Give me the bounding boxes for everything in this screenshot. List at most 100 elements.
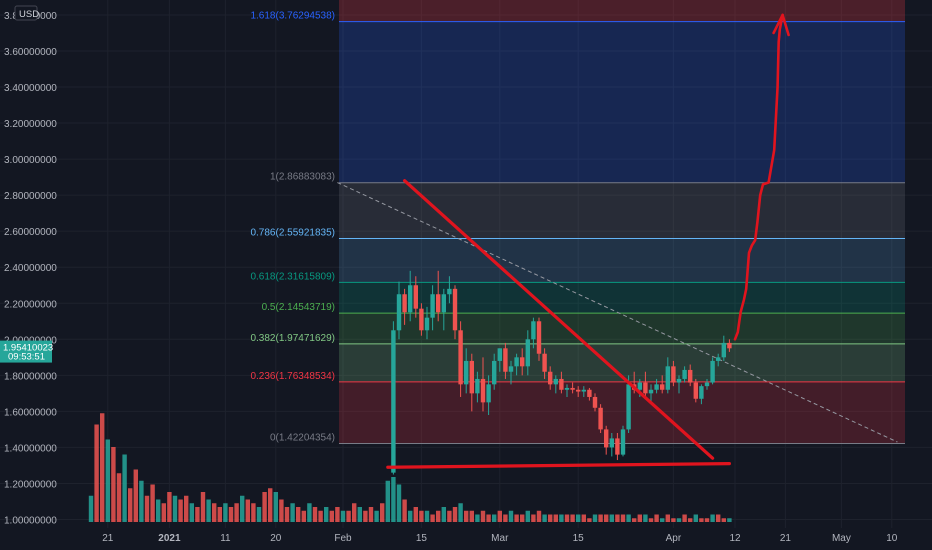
candle-body bbox=[553, 378, 558, 385]
price-tick-label: 3.40000000 bbox=[4, 83, 57, 94]
volume-bar bbox=[256, 507, 262, 522]
price-tick-label: 2.40000000 bbox=[4, 263, 57, 274]
candle-body bbox=[654, 384, 659, 390]
volume-bar bbox=[559, 514, 564, 522]
volume-bar bbox=[553, 514, 558, 522]
candle-body bbox=[508, 366, 514, 372]
grid-lines bbox=[0, 0, 932, 528]
price-tick-label: 2.20000000 bbox=[4, 299, 57, 310]
price-tick-label: 1.00000000 bbox=[4, 516, 57, 527]
volume-bar bbox=[167, 492, 172, 522]
candle-body bbox=[520, 357, 525, 367]
volume-bar bbox=[368, 507, 374, 522]
candlestick-series bbox=[391, 270, 732, 475]
volume-bar bbox=[525, 510, 530, 522]
volume-bar bbox=[643, 514, 648, 522]
drawn-annotations[interactable] bbox=[386, 13, 790, 469]
candle-body bbox=[721, 342, 726, 358]
price-axis[interactable]: 1.00000000 1.20000000 1.40000000 1.60000000… bbox=[0, 11, 57, 527]
volume-bar bbox=[262, 492, 267, 522]
descending-trendline bbox=[403, 179, 715, 460]
price-tick-label: 1.60000000 bbox=[4, 407, 57, 418]
price-tick-label: 3.00000000 bbox=[4, 155, 57, 166]
candle-body bbox=[660, 384, 665, 390]
candle-body bbox=[469, 360, 474, 394]
volume-bar bbox=[217, 507, 222, 522]
volume-bar bbox=[570, 514, 575, 522]
volume-bar bbox=[475, 514, 480, 522]
fib-zone bbox=[339, 182, 905, 239]
fib-level-label: 1(2.86883083) bbox=[270, 172, 335, 183]
volume-bar bbox=[637, 514, 642, 522]
volume-bar bbox=[469, 510, 474, 522]
candle-body bbox=[576, 389, 581, 392]
candle-body bbox=[402, 294, 407, 313]
volume-bar bbox=[385, 480, 390, 522]
volume-bar bbox=[128, 488, 133, 522]
candle-body bbox=[727, 342, 732, 349]
volume-bar bbox=[682, 514, 687, 522]
volume-bar bbox=[587, 518, 592, 522]
volume-bar bbox=[609, 514, 614, 522]
candle-body bbox=[688, 369, 693, 383]
fib-zone bbox=[339, 238, 905, 283]
projection-arrow-head bbox=[772, 13, 790, 37]
volume-bar bbox=[620, 514, 626, 522]
time-axis[interactable]: 21 2021 11 20 Feb 15 Mar 15 Apr 12 21 May 10 bbox=[102, 533, 898, 544]
volume-bar bbox=[161, 503, 166, 522]
volume-bar bbox=[273, 492, 278, 522]
volume-bar bbox=[184, 495, 189, 522]
candle-body bbox=[436, 294, 441, 313]
fib-zone bbox=[339, 313, 905, 344]
volume-bar bbox=[704, 518, 710, 522]
volume-bar bbox=[721, 518, 726, 522]
candle-body bbox=[542, 353, 547, 372]
candle-body bbox=[587, 389, 592, 397]
currency-badge-box bbox=[14, 5, 38, 21]
volume-bar bbox=[615, 514, 620, 522]
volume-bar bbox=[531, 514, 536, 522]
volume-bar bbox=[105, 439, 110, 522]
candle-body bbox=[419, 308, 424, 331]
fib-level-label: 0.618(2.31615809) bbox=[250, 271, 335, 282]
volume-bar bbox=[133, 469, 138, 522]
time-tick-label: 21 bbox=[780, 533, 792, 544]
bar-countdown-timer: 09:53:51 bbox=[8, 352, 45, 363]
candle-body bbox=[671, 366, 676, 383]
candle-body bbox=[452, 288, 458, 331]
volume-bar bbox=[391, 477, 396, 522]
volume-bar bbox=[195, 507, 200, 522]
volume-bars bbox=[88, 413, 732, 522]
volume-bar bbox=[200, 492, 206, 522]
volume-bar bbox=[212, 503, 217, 522]
candle-body bbox=[492, 360, 497, 385]
volume-bar bbox=[665, 514, 670, 522]
fib-level-label: 0.786(2.55921835) bbox=[250, 228, 335, 239]
candle-body bbox=[447, 288, 452, 295]
candle-body bbox=[559, 378, 564, 390]
candle-body bbox=[598, 407, 603, 430]
candle-body bbox=[693, 382, 698, 399]
volume-bar bbox=[693, 514, 698, 522]
candle-body bbox=[430, 294, 435, 318]
volume-bar bbox=[189, 503, 194, 522]
volume-bar bbox=[727, 518, 732, 522]
time-tick-label: 10 bbox=[886, 533, 898, 544]
candle-body bbox=[682, 369, 687, 379]
volume-bar bbox=[352, 503, 357, 522]
dashed-trendline[interactable] bbox=[337, 182, 898, 443]
dashed-trendline-path bbox=[337, 182, 898, 443]
candle-body bbox=[620, 429, 626, 455]
fibonacci-retracement[interactable]: 0(1.42204354) 0.236(1.76348534) 0.382(1.97… bbox=[250, 0, 905, 444]
candle-body bbox=[710, 360, 715, 383]
time-tick-label: 15 bbox=[416, 533, 428, 544]
candle-body bbox=[475, 378, 480, 394]
volume-bar bbox=[122, 454, 127, 522]
volume-bar bbox=[514, 514, 519, 522]
volume-bar bbox=[632, 518, 637, 522]
volume-bar bbox=[100, 413, 105, 522]
candle-body bbox=[486, 384, 491, 403]
volume-bar bbox=[716, 514, 721, 522]
candle-body bbox=[464, 360, 469, 385]
